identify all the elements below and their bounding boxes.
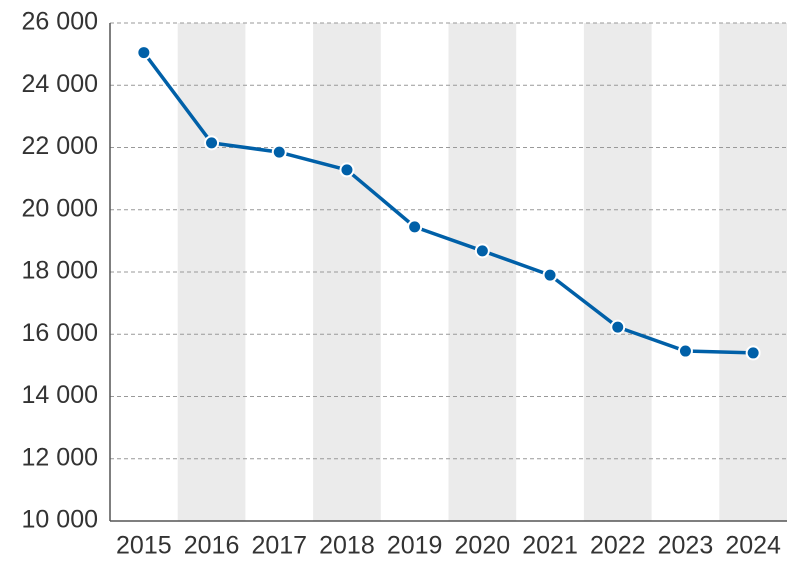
y-tick-label: 26 000 xyxy=(22,8,98,36)
data-point xyxy=(745,345,761,361)
x-tick-label: 2022 xyxy=(590,532,646,560)
data-point xyxy=(474,243,490,259)
y-tick-label: 24 000 xyxy=(22,70,98,98)
y-tick-label: 10 000 xyxy=(22,506,98,534)
series-line xyxy=(142,51,754,355)
y-tick-label: 18 000 xyxy=(22,257,98,285)
x-tick-label: 2024 xyxy=(725,532,781,560)
x-tick-label: 2021 xyxy=(522,532,578,560)
data-point xyxy=(407,219,423,235)
data-point xyxy=(136,45,152,61)
x-tick-label: 2023 xyxy=(658,532,714,560)
x-tick-label: 2019 xyxy=(387,532,443,560)
data-point xyxy=(339,162,355,178)
data-point xyxy=(610,319,626,335)
y-tick-label: 22 000 xyxy=(22,132,98,160)
data-point xyxy=(271,144,287,160)
y-tick-label: 14 000 xyxy=(22,381,98,409)
y-tick-label: 12 000 xyxy=(22,443,98,471)
y-tick-label: 16 000 xyxy=(22,319,98,347)
x-tick-label: 2018 xyxy=(319,532,375,560)
data-point xyxy=(204,135,220,151)
x-tick-label: 2015 xyxy=(116,532,172,560)
y-tick-label: 20 000 xyxy=(22,194,98,222)
data-point xyxy=(542,267,558,283)
data-point xyxy=(677,343,693,359)
x-tick-label: 2017 xyxy=(251,532,307,560)
x-tick-label: 2016 xyxy=(184,532,240,560)
x-tick-label: 2020 xyxy=(455,532,511,560)
